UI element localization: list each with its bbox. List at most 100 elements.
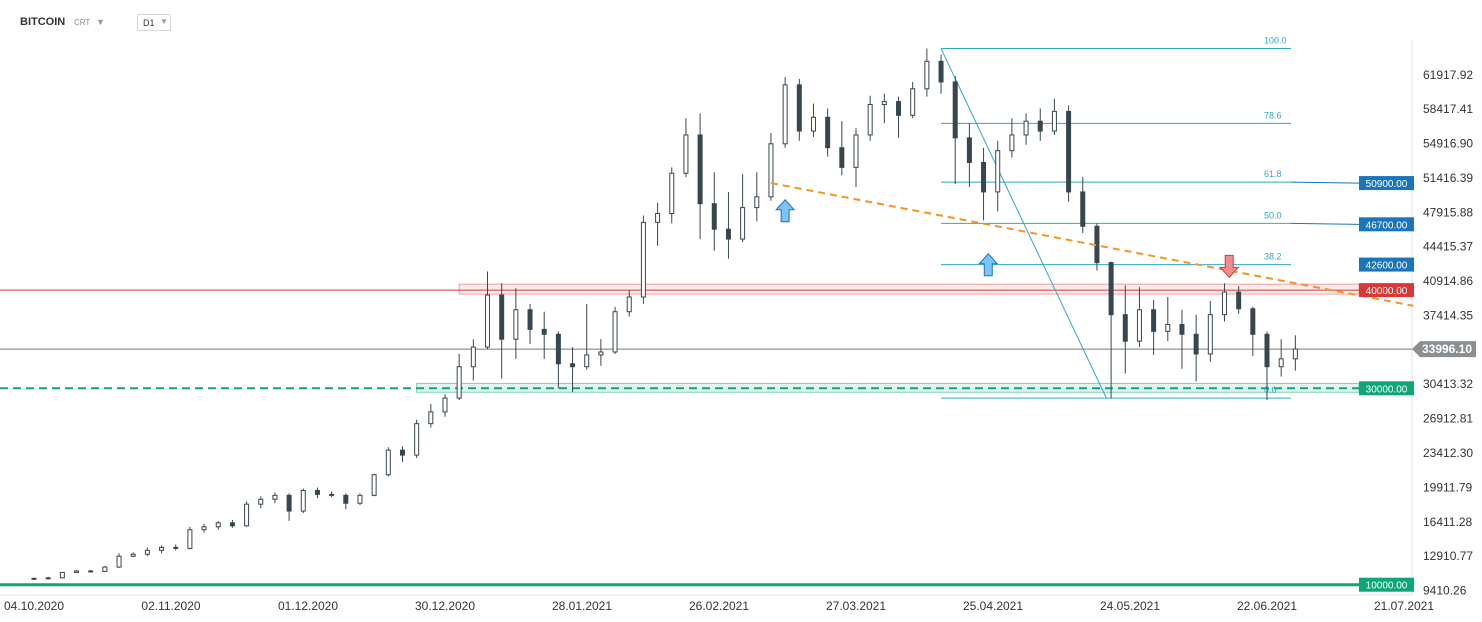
candle-body <box>768 143 774 198</box>
fib-level-label: 0.0 <box>1264 385 1277 395</box>
candle-body <box>740 207 746 240</box>
candle-body <box>88 570 94 573</box>
arrow-up-icon <box>978 253 999 277</box>
y-tick-label: 19911.79 <box>1423 480 1472 494</box>
chevron-down-icon: ▼ <box>160 17 168 26</box>
y-tick-label: 47915.88 <box>1423 205 1473 219</box>
candle-body <box>116 555 122 568</box>
candle-body <box>725 228 731 240</box>
candle-body <box>1151 309 1157 332</box>
y-tick-label: 40914.86 <box>1423 274 1473 288</box>
candle-body <box>995 150 1001 193</box>
x-tick-label: 26.02.2021 <box>689 599 749 613</box>
price-level-tag <box>1359 176 1414 191</box>
candle-body <box>867 104 873 136</box>
y-tick-label: 12910.77 <box>1423 549 1473 563</box>
price-level-tag <box>1359 283 1414 298</box>
instrument-type[interactable]: CRT <box>74 18 91 27</box>
price-level-tag-text: 40000.00 <box>1366 286 1408 297</box>
x-tick-label: 04.10.2020 <box>4 599 64 613</box>
candle-body <box>272 494 278 500</box>
candle-body <box>1037 120 1043 132</box>
timeframe-dropdown[interactable]: D1 ▼ <box>137 14 171 31</box>
y-tick-label: 23412.30 <box>1423 446 1473 460</box>
candle-body <box>1264 333 1270 368</box>
price-level-tag <box>1359 577 1414 592</box>
y-tick-label: 58417.41 <box>1423 102 1473 116</box>
y-tick-label: 61917.92 <box>1423 68 1473 82</box>
last-price-text: 33996.10 <box>1422 342 1472 356</box>
candle-body <box>541 328 547 335</box>
candle-body <box>810 116 816 132</box>
candle-body <box>669 172 675 215</box>
candle-body <box>1221 291 1227 316</box>
candle-body <box>896 101 902 116</box>
candle-body <box>31 577 37 580</box>
candle-body <box>981 161 987 193</box>
y-tick-label: 16411.28 <box>1423 515 1472 529</box>
x-tick-label: 22.06.2021 <box>1237 599 1297 613</box>
candle-body <box>371 474 377 496</box>
candle-body <box>612 311 618 353</box>
fib-diagonal <box>940 48 1107 399</box>
candle-body <box>485 294 491 348</box>
candle-body <box>229 522 235 527</box>
candle-body <box>839 147 845 168</box>
fib-tag-connector <box>1290 222 1360 225</box>
timeframe-value: D1 <box>143 18 155 28</box>
x-tick-label: 30.12.2020 <box>415 599 475 613</box>
y-tick-label: 51416.39 <box>1423 171 1473 185</box>
candle-body <box>399 449 405 456</box>
price-level-tag-text: 10000.00 <box>1366 581 1408 592</box>
candle-body <box>910 88 916 116</box>
y-tick-label: 9410.26 <box>1423 584 1467 598</box>
candle-body <box>570 363 576 368</box>
candle-body <box>1136 309 1142 342</box>
candle-body <box>456 366 462 399</box>
candle-body <box>1009 134 1015 152</box>
candle-body <box>1278 358 1284 368</box>
candle-body <box>1165 323 1171 332</box>
y-tick-label: 54916.90 <box>1423 137 1473 151</box>
candle-body <box>1108 262 1114 316</box>
candle-body <box>428 411 434 425</box>
price-level-tag-text: 42600.00 <box>1366 261 1408 272</box>
candle-body <box>555 333 561 365</box>
candle-body <box>74 570 80 573</box>
candle-body <box>414 423 420 456</box>
candle-body <box>102 566 108 572</box>
y-tick-label: 44415.37 <box>1423 240 1473 254</box>
candle-body <box>442 397 448 413</box>
candle-body <box>640 221 646 298</box>
symbol-name[interactable]: BITCOIN <box>20 16 66 28</box>
chevron-down-icon[interactable]: ▼ <box>96 17 105 27</box>
candle-body <box>1051 110 1057 132</box>
y-tick-label: 37414.35 <box>1423 308 1473 322</box>
price-level-tag-text: 30000.00 <box>1366 384 1408 395</box>
candle-body <box>683 134 689 174</box>
candle-body <box>343 494 349 504</box>
candle-body <box>45 577 51 580</box>
candle-body <box>1122 314 1128 342</box>
x-tick-label: 25.04.2021 <box>963 599 1023 613</box>
candle-body <box>881 101 887 106</box>
candle-body <box>499 294 505 340</box>
trend-line <box>770 182 1414 307</box>
candle-body <box>258 498 264 505</box>
candle-body <box>470 346 476 368</box>
candle-body <box>1066 110 1072 193</box>
candle-body <box>966 137 972 163</box>
fib-level-label: 61.8 <box>1264 169 1282 179</box>
candle-body <box>385 449 391 476</box>
fib-level-label: 100.0 <box>1264 36 1287 46</box>
x-tick-label: 02.11.2020 <box>141 599 200 613</box>
candle-body <box>825 116 831 149</box>
fib-level-label: 50.0 <box>1264 210 1282 220</box>
y-tick-label: 26912.81 <box>1423 412 1473 426</box>
arrow-down-icon <box>1219 254 1240 279</box>
candle-body <box>697 134 703 205</box>
candle-body <box>329 493 335 496</box>
candle-body <box>626 296 632 313</box>
candle-body <box>527 309 533 330</box>
